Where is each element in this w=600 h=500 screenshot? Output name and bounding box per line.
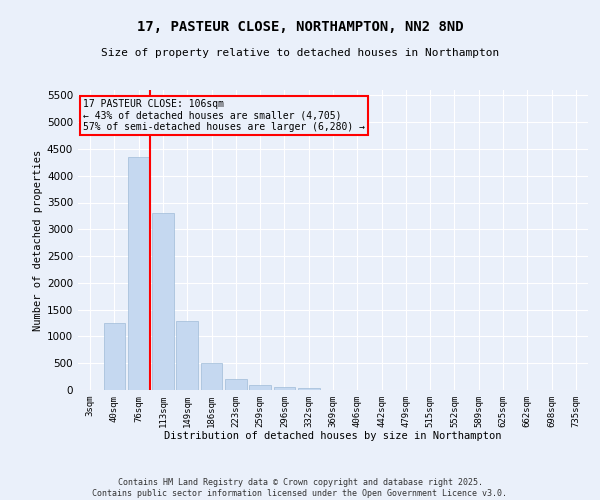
Bar (176, 322, 198, 390)
Text: 17 PASTEUR CLOSE: 106sqm
← 43% of detached houses are smaller (4,705)
57% of sem: 17 PASTEUR CLOSE: 106sqm ← 43% of detach… (83, 99, 365, 132)
Bar (249, 385, 271, 390)
Bar (274, 388, 295, 390)
Text: Size of property relative to detached houses in Northampton: Size of property relative to detached ho… (101, 48, 499, 58)
Text: Contains HM Land Registry data © Crown copyright and database right 2025.
Contai: Contains HM Land Registry data © Crown c… (92, 478, 508, 498)
Bar (225, 379, 247, 390)
Text: 17, PASTEUR CLOSE, NORTHAMPTON, NN2 8ND: 17, PASTEUR CLOSE, NORTHAMPTON, NN2 8ND (137, 20, 463, 34)
Bar (128, 157, 149, 390)
Bar (200, 363, 223, 390)
Bar (104, 323, 125, 390)
X-axis label: Distribution of detached houses by size in Northampton: Distribution of detached houses by size … (164, 432, 502, 442)
Bar (152, 213, 174, 390)
Bar (298, 388, 320, 390)
Y-axis label: Number of detached properties: Number of detached properties (33, 150, 43, 330)
